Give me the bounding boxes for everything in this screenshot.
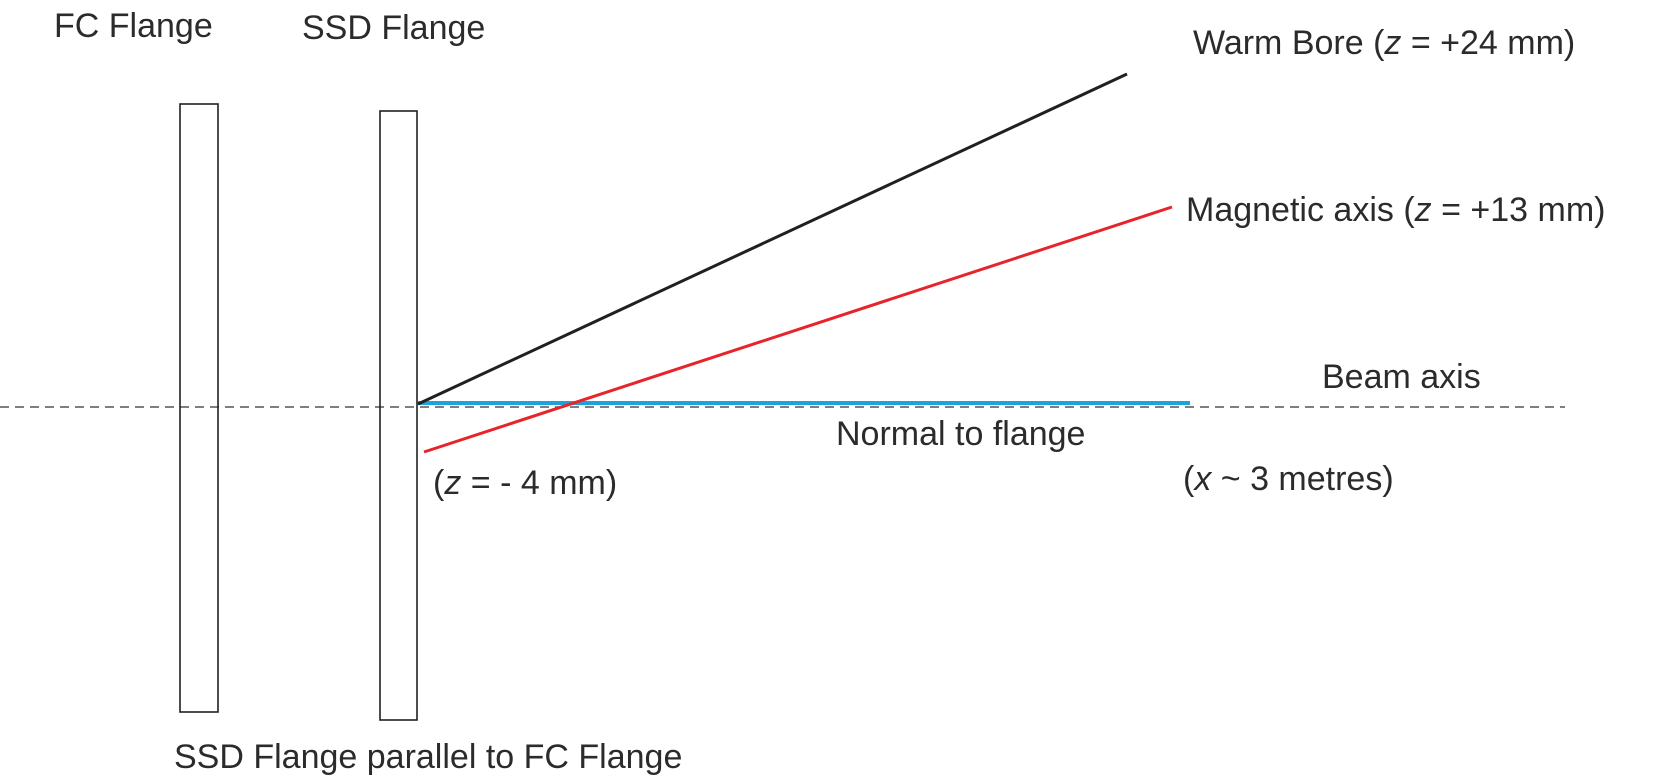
caption: SSD Flange parallel to FC Flange — [174, 738, 683, 776]
ssd-flange — [379, 110, 418, 721]
magnetic-axis-line — [423, 205, 1173, 454]
magnetic-axis-label: Magnetic axis (z = +13 mm) — [1186, 191, 1606, 229]
warm-bore-label: Warm Bore (z = +24 mm) — [1193, 24, 1576, 62]
x-distance-label: (x ~ 3 metres) — [1183, 460, 1394, 498]
z-offset-label: (z = - 4 mm) — [433, 464, 618, 502]
fc-flange-label: FC Flange — [54, 7, 213, 45]
normal-to-flange-label: Normal to flange — [836, 415, 1086, 453]
beam-axis-label: Beam axis — [1322, 358, 1481, 396]
warm-bore-line — [417, 72, 1128, 406]
ssd-flange-label: SSD Flange — [302, 9, 486, 47]
fc-flange — [179, 103, 219, 713]
